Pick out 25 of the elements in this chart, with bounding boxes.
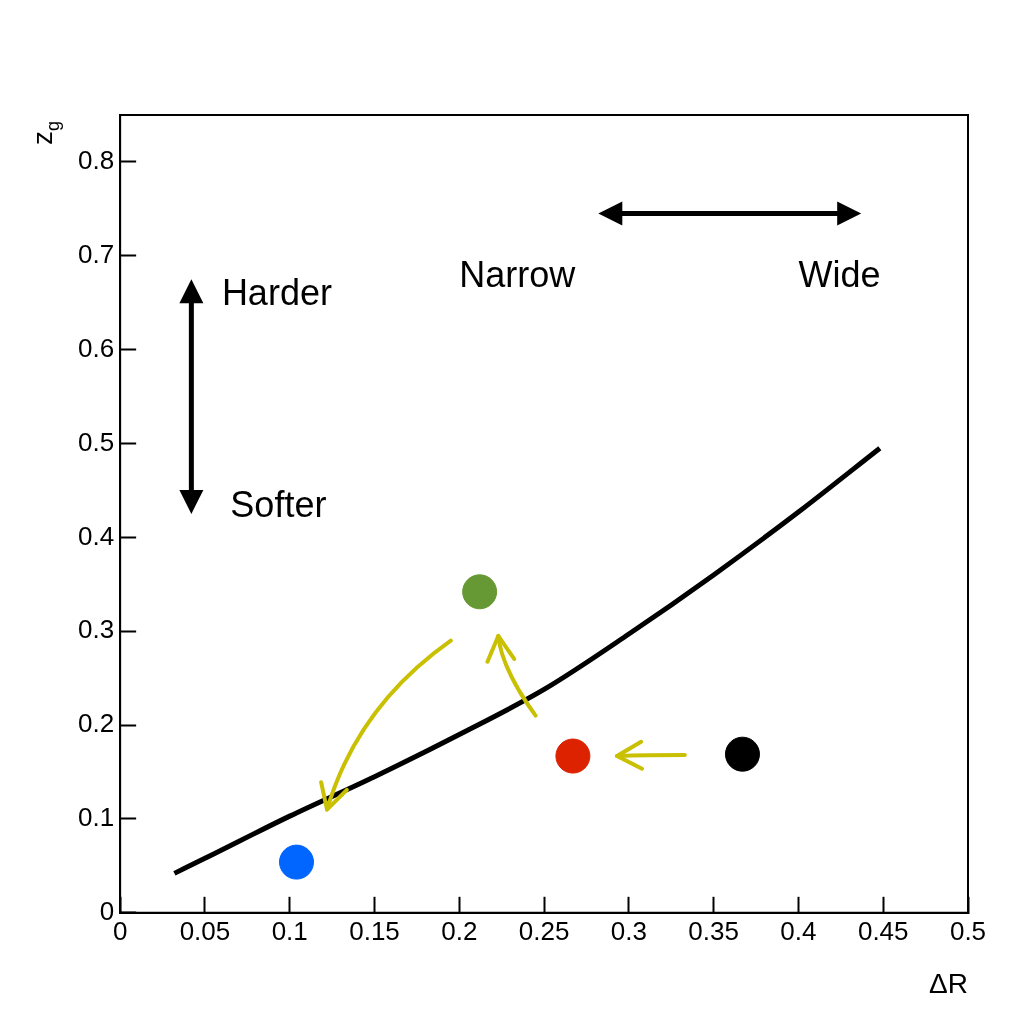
x-tick-label: 0.35 xyxy=(688,915,739,946)
y-tick-label: 0.4 xyxy=(77,520,115,551)
x-tick-label: 0.05 xyxy=(179,915,231,946)
x-tick-label: 0.2 xyxy=(441,915,478,946)
x-tick-label: 0.3 xyxy=(610,915,647,946)
y-tick-label: 0.8 xyxy=(77,145,115,176)
annotation: Harder xyxy=(221,272,332,314)
x-tick-label: 0.15 xyxy=(349,915,400,946)
y-tick-label: 0.1 xyxy=(77,802,115,833)
x-tick-label: 0.4 xyxy=(780,915,817,946)
x-axis-title: ΔR xyxy=(929,967,968,999)
y-tick-label: 0 xyxy=(99,895,115,926)
x-tick-label: 0.25 xyxy=(518,915,570,946)
y-axis-title: zg xyxy=(27,120,64,145)
y-tick-label: 0.5 xyxy=(77,426,115,457)
x-tick-label: 0.5 xyxy=(949,915,987,946)
x-tick-label: 0.45 xyxy=(857,915,909,946)
y-tick-label: 0.6 xyxy=(77,332,115,363)
y-tick-label: 0.7 xyxy=(77,238,115,269)
y-tick-label: 0.3 xyxy=(77,614,115,645)
y-tick-label: 0.2 xyxy=(77,708,115,739)
x-tick-label: 0.1 xyxy=(271,915,308,946)
annotation: Narrow xyxy=(459,253,576,295)
annotation: Softer xyxy=(230,483,327,525)
annotation: Wide xyxy=(798,253,881,295)
